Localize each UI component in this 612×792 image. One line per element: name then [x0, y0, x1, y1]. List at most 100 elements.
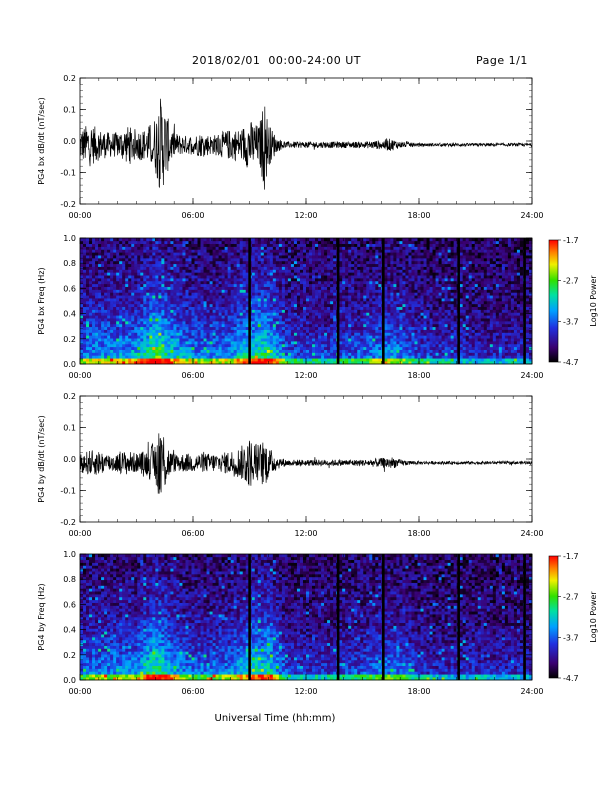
spectrogram-cell: [269, 332, 274, 336]
spectrogram-cell: [137, 341, 141, 345]
spectrogram-cell: [293, 280, 298, 285]
spectrogram-cell: [215, 246, 219, 250]
spectrogram-cell: [215, 298, 219, 302]
spectrogram-cell: [131, 358, 135, 362]
spectrogram-cell: [113, 278, 117, 282]
spectrogram-cell: [242, 260, 247, 265]
spectrogram-cell: [263, 318, 268, 322]
spectrogram-cell: [98, 338, 102, 342]
spectrogram-cell: [309, 306, 313, 310]
spectrogram-cell: [158, 249, 162, 253]
spectrogram-cell: [339, 255, 343, 259]
spectrogram-cell: [179, 240, 183, 245]
spectrogram-cell: [251, 269, 256, 273]
spectrogram-cell: [176, 260, 180, 265]
spectrogram-cell: [128, 289, 132, 293]
spectrogram-cell: [113, 252, 117, 256]
spectrogram-cell: [293, 298, 298, 302]
spectrogram-cell: [92, 346, 96, 350]
spectrogram-cell: [257, 280, 262, 285]
spectrogram-cell: [318, 258, 322, 262]
spectrogram-cell: [155, 343, 159, 348]
spectrogram-cell: [95, 301, 99, 305]
spectrogram-cell: [98, 286, 102, 290]
spectrogram-cell: [86, 323, 90, 328]
spectrogram-cell: [384, 289, 388, 293]
spectrogram-cell: [137, 292, 141, 296]
spectrogram-cell: [357, 303, 361, 308]
spectrogram-cell: [215, 295, 219, 299]
spectrogram-cell: [287, 289, 292, 293]
spectrogram-cell: [131, 258, 135, 262]
spectrogram-cell: [167, 258, 171, 262]
spectrogram-cell: [146, 272, 150, 276]
spectrogram-cell: [212, 361, 216, 365]
spectrogram-cell: [296, 303, 301, 308]
spectrogram-cell: [233, 323, 237, 328]
spectrogram-cell: [366, 246, 370, 250]
spectrogram-cell: [339, 355, 343, 359]
spectrogram-cell: [101, 301, 105, 305]
spectrogram-cell: [185, 252, 189, 256]
spectrogram-cell: [408, 283, 412, 287]
spectrogram-cell: [363, 306, 367, 310]
spectrogram-cell: [197, 289, 201, 293]
spectrogram-cell: [299, 286, 304, 290]
spectrogram-cell: [140, 243, 144, 247]
spectrogram-cell: [263, 246, 268, 250]
spectrogram-cell: [182, 312, 186, 316]
spectrogram-cell: [372, 338, 376, 342]
spectrogram-cell: [333, 343, 337, 348]
spectrogram-cell: [372, 260, 376, 265]
spectrogram-cell: [149, 321, 153, 325]
spectrogram-cell: [272, 341, 277, 345]
spectrogram-cell: [242, 346, 247, 350]
spectrogram-cell: [215, 361, 219, 365]
spectrogram-cell: [107, 338, 111, 342]
spectrogram-cell: [179, 361, 183, 365]
spectrogram-cell: [143, 258, 147, 262]
spectrogram-cell: [182, 275, 186, 279]
spectrogram-cell: [281, 301, 286, 305]
spectrogram-cell: [194, 292, 198, 296]
spectrogram-cell: [275, 255, 280, 259]
spectrogram-cell: [80, 335, 84, 339]
spectrogram-cell: [125, 286, 129, 290]
spectrogram-cell: [390, 349, 394, 353]
spectrogram-cell: [83, 246, 87, 250]
spectrogram-cell: [191, 289, 195, 293]
spectrogram-cell: [113, 352, 117, 356]
spectrogram-cell: [284, 352, 289, 356]
spectrogram-cell: [152, 289, 156, 293]
spectrogram-cell: [363, 303, 367, 308]
spectrogram-cell: [321, 286, 325, 290]
spectrogram-cell: [116, 286, 120, 290]
spectrogram-cell: [176, 329, 180, 333]
spectrogram-cell: [363, 352, 367, 356]
spectrogram-cell: [327, 323, 331, 328]
spectrogram-cell: [239, 292, 244, 296]
spectrogram-cell: [324, 275, 328, 279]
spectrogram-cell: [104, 238, 108, 242]
spectrogram-cell: [224, 312, 228, 316]
spectrogram-cell: [176, 303, 180, 308]
spectrogram-cell: [242, 258, 247, 262]
spectrogram-cell: [272, 249, 277, 253]
spectrogram-cell: [327, 301, 331, 305]
spectrogram-cell: [89, 309, 93, 313]
spectrogram-cell: [348, 275, 352, 279]
spectrogram-cell: [128, 303, 132, 308]
spectrogram-cell: [146, 298, 150, 302]
spectrogram-cell: [83, 243, 87, 247]
spectrogram-cell: [110, 255, 114, 259]
spectrogram-cell: [230, 275, 234, 279]
spectrogram-cell: [399, 306, 403, 310]
spectrogram-cell: [402, 252, 406, 256]
spectrogram-cell: [221, 361, 225, 365]
spectrogram-cell: [278, 252, 283, 256]
spectrogram-cell: [164, 275, 168, 279]
spectrogram-cell: [360, 289, 364, 293]
spectrogram-cell: [86, 349, 90, 353]
spectrogram-cell: [206, 280, 210, 285]
spectrogram-cell: [378, 286, 382, 290]
